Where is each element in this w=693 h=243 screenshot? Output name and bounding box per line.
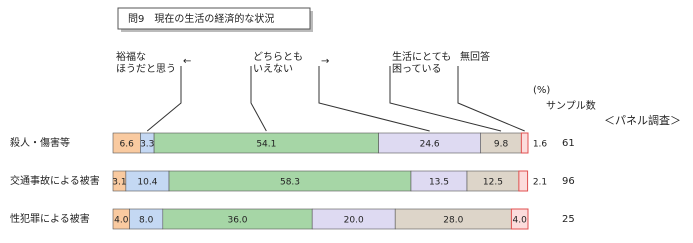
legend-label: どちらとも いえない [253, 52, 303, 75]
leader-line [146, 66, 182, 132]
legend-label: 裕福な ほうだと思う [116, 52, 176, 75]
leader-line [389, 66, 502, 132]
category-label: 性犯罪による被害 [10, 212, 90, 225]
value-label: 8.0 [139, 216, 154, 226]
legend-label: → [321, 56, 330, 67]
annotation: ＜パネル調査＞ [604, 113, 681, 127]
bar-segment [518, 170, 529, 192]
sample-size: 96 [562, 176, 575, 187]
legend-label: ← [183, 56, 192, 67]
value-label: 3.1 [112, 178, 126, 188]
value-label: 3.3 [140, 140, 154, 150]
value-label: 9.8 [494, 140, 509, 150]
value-label: 24.6 [420, 140, 440, 150]
bar-segment [520, 132, 529, 154]
value-label: 4.0 [513, 216, 528, 226]
sample-size-label: サンプル数 [546, 99, 596, 112]
value-label: 12.5 [483, 178, 503, 188]
value-label: 4.0 [114, 216, 129, 226]
value-label: 13.5 [429, 178, 449, 188]
category-label: 交通事故による被害 [10, 174, 100, 187]
value-label: 10.4 [137, 178, 157, 188]
legend-label: 生活にとても 困っている [392, 52, 452, 75]
sample-size: 61 [562, 138, 575, 149]
leader-line [457, 66, 525, 132]
leader-line [318, 66, 430, 132]
value-label: 2.1 [533, 178, 547, 188]
category-label: 殺人・傷害等 [10, 136, 70, 149]
value-label: 36.0 [227, 216, 247, 226]
value-label: 58.3 [280, 178, 300, 188]
value-label: 1.6 [533, 140, 548, 150]
value-label: 28.0 [443, 216, 463, 226]
value-label: 20.0 [344, 216, 364, 226]
value-label: 6.6 [120, 140, 135, 150]
unit-label: (%) [533, 85, 550, 96]
legend-label: 無回答 [460, 52, 490, 63]
value-label: 54.1 [256, 140, 276, 150]
leader-line [250, 66, 267, 132]
title-box [117, 7, 311, 30]
sample-size: 25 [562, 214, 575, 225]
chart-title: 問9 現在の生活の経済的な状況 [128, 12, 274, 25]
bar-segment [510, 208, 529, 230]
